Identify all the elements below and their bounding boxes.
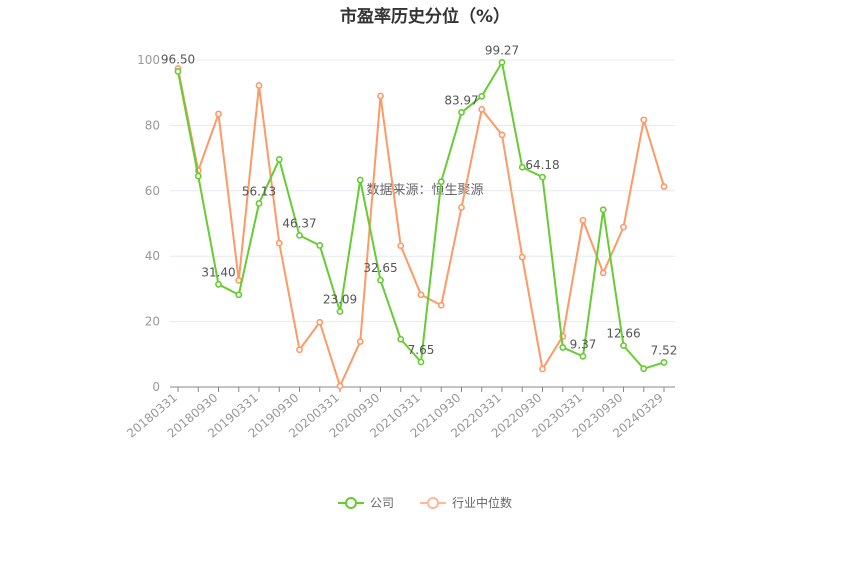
legend-item-industry-median[interactable]: 行业中位数 [420, 494, 512, 511]
data-point-industry-median [640, 116, 648, 124]
series-line-company [177, 61, 665, 370]
x-tick-labels: 2018033120180930201903312019093020200331… [124, 391, 666, 441]
data-point-company [316, 242, 324, 249]
data-point-company [620, 342, 627, 350]
data-label-company: 7.65 [408, 343, 435, 357]
y-tick-label: 0 [152, 380, 160, 394]
data-point-company [559, 344, 567, 351]
y-tick-labels: 0 20 40 60 80 100 [137, 53, 160, 394]
data-point-company [599, 206, 607, 214]
data-point-company [478, 92, 486, 100]
chart-title: 市盈率历史分位（%） [339, 7, 511, 27]
data-point-company [640, 365, 648, 373]
data-point-company [194, 172, 202, 180]
data-point-industry-median [316, 318, 324, 326]
data-point-company [579, 352, 587, 360]
legend-swatch-company [337, 496, 364, 510]
data-point-industry-median [356, 338, 364, 345]
data-point-company [296, 231, 303, 239]
data-point-company [255, 200, 263, 207]
grid-lines [170, 59, 675, 323]
data-point-industry-median [478, 105, 486, 113]
legend: 公司 行业中位数 [0, 494, 850, 511]
data-labels: 96.50 31.40 56.13 46.37 23.09 32.65 7.65 83.97 9… [161, 43, 678, 357]
data-label-company: 99.27 [485, 43, 519, 57]
data-point-industry-median [599, 269, 607, 277]
data-label-company: 56.13 [242, 184, 276, 198]
data-label-company: 96.50 [161, 52, 195, 66]
data-point-industry-median [397, 242, 405, 250]
data-label-company: 83.97 [444, 93, 478, 107]
y-tick-label: 20 [145, 315, 160, 329]
legend-label-company: 公司 [369, 496, 394, 510]
data-point-company [235, 291, 243, 299]
y-tick-label: 40 [145, 249, 160, 263]
data-point-industry-median [518, 253, 526, 261]
data-point-company [417, 358, 425, 366]
data-point-company [660, 359, 668, 366]
y-tick-label: 100 [137, 53, 160, 67]
data-point-industry-median [539, 365, 546, 373]
data-point-company [539, 173, 546, 181]
data-point-company [397, 335, 405, 343]
data-point-company [336, 308, 344, 315]
axes [170, 386, 675, 392]
data-point-industry-median [275, 239, 283, 247]
data-point-industry-median [296, 346, 303, 354]
data-point-industry-median [437, 301, 445, 309]
data-point-industry-median [579, 216, 587, 224]
data-label-company: 9.37 [570, 337, 597, 351]
data-point-industry-median [215, 110, 222, 118]
data-point-company [437, 178, 445, 186]
data-point-industry-median [255, 82, 263, 89]
data-label-company: 64.18 [525, 158, 559, 172]
legend-swatch-industry-median [420, 496, 446, 510]
data-label-company: 23.09 [323, 292, 357, 306]
data-point-industry-median [458, 204, 465, 211]
data-point-company [458, 109, 465, 116]
data-label-company: 31.40 [201, 265, 235, 279]
data-point-company [356, 176, 364, 184]
legend-label-industry-median: 行业中位数 [452, 496, 513, 510]
data-point-industry-median [336, 382, 344, 390]
source-watermark: 数据来源：恒生聚源 [366, 183, 483, 198]
data-point-company [498, 58, 506, 66]
series-layer [174, 58, 668, 390]
data-point-industry-median [498, 131, 506, 139]
data-point-company [174, 68, 182, 75]
data-point-industry-median [417, 291, 425, 299]
y-tick-label: 80 [145, 118, 160, 132]
data-point-company [377, 276, 384, 284]
data-point-company [518, 163, 526, 171]
data-point-industry-median [377, 92, 384, 100]
y-tick-label: 60 [145, 184, 160, 198]
data-point-industry-median [660, 183, 668, 190]
data-point-industry-median [620, 223, 627, 231]
data-point-company [275, 156, 283, 163]
data-label-company: 32.65 [363, 261, 397, 275]
data-label-company: 12.66 [606, 327, 640, 341]
data-label-company: 7.52 [651, 343, 678, 357]
data-label-company: 46.37 [282, 216, 316, 230]
data-point-company [215, 280, 222, 288]
legend-item-company[interactable]: 公司 [337, 494, 394, 511]
